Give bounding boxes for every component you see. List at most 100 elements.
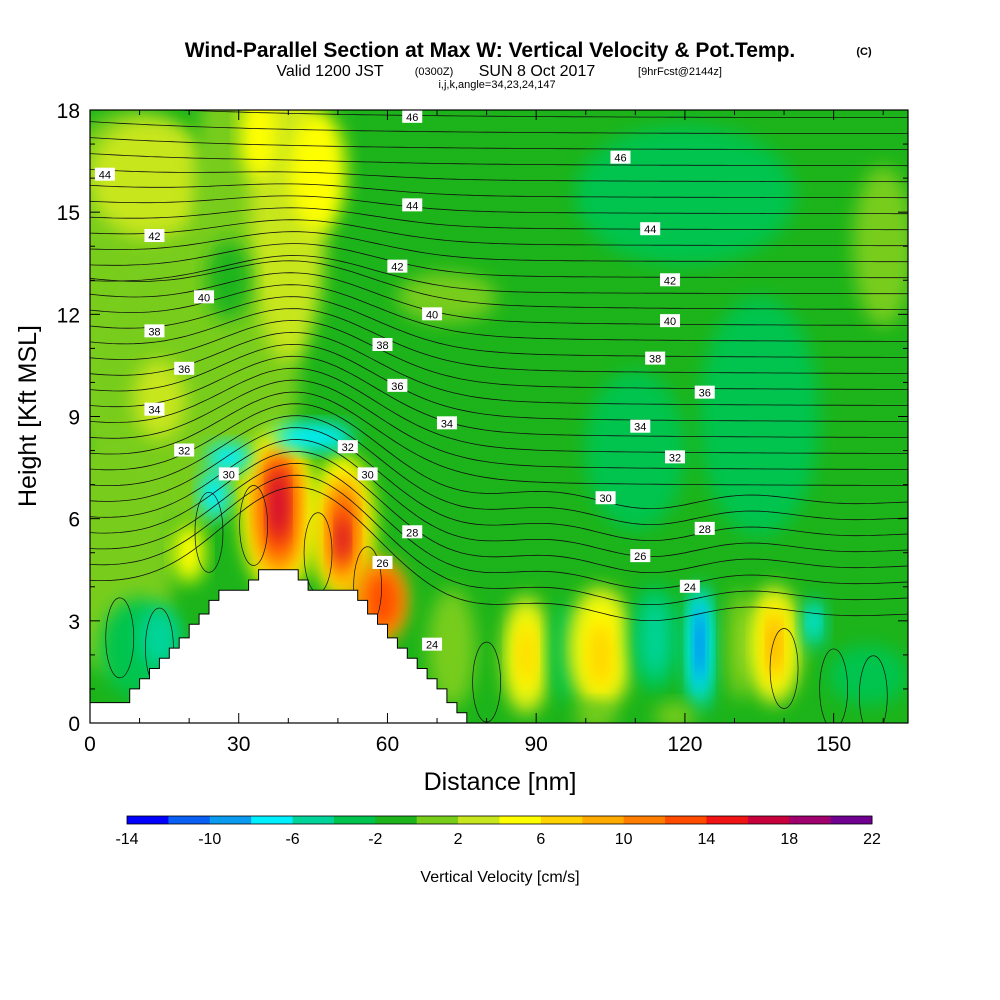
theta-label: 40	[194, 290, 215, 304]
theta-isoline	[90, 231, 908, 263]
colorbar-tick-label: -14	[115, 831, 138, 848]
theta-label-box	[664, 450, 685, 464]
velocity-cell	[206, 240, 251, 321]
theta-label-box	[645, 351, 666, 365]
theta-label: 46	[610, 150, 631, 165]
x-tick-label: 0	[84, 733, 96, 756]
theta-label-text: 46	[406, 112, 418, 124]
subtitle-utc: (0300Z)	[415, 66, 454, 78]
velocity-cell	[336, 517, 349, 562]
colorbar-frame	[126, 815, 873, 825]
colorbar-swatch	[789, 816, 832, 824]
colorbar-swatch	[168, 816, 211, 824]
velocity-isoline	[858, 655, 888, 723]
colorbar-swatch	[458, 816, 500, 824]
theta-isoline	[90, 183, 908, 199]
title-block: Wind-Parallel Section at Max W: Vertical…	[185, 39, 872, 91]
theta-label: 38	[645, 351, 666, 366]
colorbar-swatch	[127, 816, 169, 824]
theta-label: 36	[387, 378, 408, 393]
velocity-isoline	[769, 628, 799, 709]
theta-label: 36	[174, 361, 195, 376]
y-tick-label: 3	[68, 611, 80, 634]
theta-label: 42	[144, 229, 165, 243]
y-axis-label: Height [Kft MSL]	[14, 325, 42, 507]
colorbar-swatch	[416, 816, 459, 824]
velocity-cell	[768, 618, 781, 671]
theta-isoline	[90, 272, 908, 326]
theta-label-text: 34	[441, 418, 453, 430]
theta-label-text: 28	[699, 524, 711, 536]
theta-label: 42	[387, 259, 408, 274]
theta-label-box	[144, 324, 165, 338]
colorbar-swatch	[333, 816, 376, 824]
theta-label-text: 44	[644, 224, 656, 236]
theta-label-text: 28	[406, 527, 418, 539]
theta-label: 36	[694, 385, 715, 400]
theta-label-text: 30	[599, 493, 611, 505]
colorbar-swatch	[747, 816, 790, 824]
colorbar-swatch	[540, 816, 583, 824]
colorbar-tick-label: 18	[780, 831, 798, 848]
velocity-cell	[133, 359, 186, 440]
chart-title: Wind-Parallel Section at Max W: Vertical…	[185, 39, 796, 62]
colorbar-tick-label: -6	[285, 831, 299, 848]
velocity-cell	[641, 597, 670, 678]
theta-isoline	[90, 355, 908, 438]
theta-label-text: 36	[699, 388, 711, 400]
colorbar-swatch	[830, 816, 873, 824]
colorbar-swatch	[292, 816, 335, 824]
theta-label: 28	[402, 525, 423, 539]
theta-isoline	[90, 367, 908, 454]
theta-label: 44	[94, 167, 115, 182]
y-tick-label: 0	[68, 713, 80, 736]
x-tick-label: 90	[525, 733, 548, 756]
theta-isoline	[90, 195, 908, 215]
velocity-cell	[427, 588, 476, 709]
theta-isoline	[90, 343, 908, 422]
theta-label-box	[174, 443, 195, 457]
theta-label-text: 40	[426, 309, 438, 321]
colorbar-tick-label: -2	[368, 831, 382, 848]
theta-label: 32	[664, 450, 685, 464]
plot-area: 46 46 44 44 44 42 42 42 40 40 40 38 38 38 36 36 36 34 34 34…	[90, 110, 908, 723]
velocity-isoline	[105, 597, 135, 679]
theta-label: 46	[402, 110, 423, 124]
theta-isoline	[90, 207, 908, 231]
theta-label: 40	[660, 314, 681, 328]
theta-label-text: 30	[361, 469, 373, 481]
theta-label-text: 24	[426, 640, 438, 652]
theta-label-box	[194, 290, 215, 304]
x-tick-label: 120	[667, 733, 702, 756]
theta-label: 26	[372, 555, 393, 570]
theta-label-text: 40	[664, 316, 676, 328]
theta-label: 38	[144, 324, 165, 338]
theta-label: 32	[174, 443, 195, 458]
colorbar-swatch	[499, 816, 542, 824]
theta-label-box	[174, 361, 195, 375]
copyright-mark: (C)	[856, 46, 872, 58]
theta-isoline	[90, 462, 908, 589]
x-tick-label: 30	[227, 733, 250, 756]
velocity-cell	[575, 702, 616, 723]
velocity-cell	[206, 443, 251, 472]
theta-contours	[90, 110, 908, 621]
theta-label: 40	[422, 307, 443, 321]
velocity-isoline	[819, 648, 848, 723]
theta-label: 38	[372, 337, 393, 352]
theta-label-box	[694, 521, 715, 535]
colorbar-tick-label: 10	[615, 831, 633, 848]
colorbar-label: Vertical Velocity [cm/s]	[420, 869, 579, 886]
theta-label-box	[372, 555, 393, 569]
x-tick-label: 150	[816, 733, 851, 756]
theta-label-box	[422, 307, 443, 321]
colorbar-swatch	[706, 816, 749, 824]
theta-label-box	[679, 579, 700, 593]
theta-label-box	[436, 416, 457, 430]
theta-label-text: 26	[376, 558, 388, 570]
theta-label: 34	[436, 416, 457, 430]
theta-label-box	[630, 549, 651, 563]
theta-label: 42	[660, 273, 681, 287]
